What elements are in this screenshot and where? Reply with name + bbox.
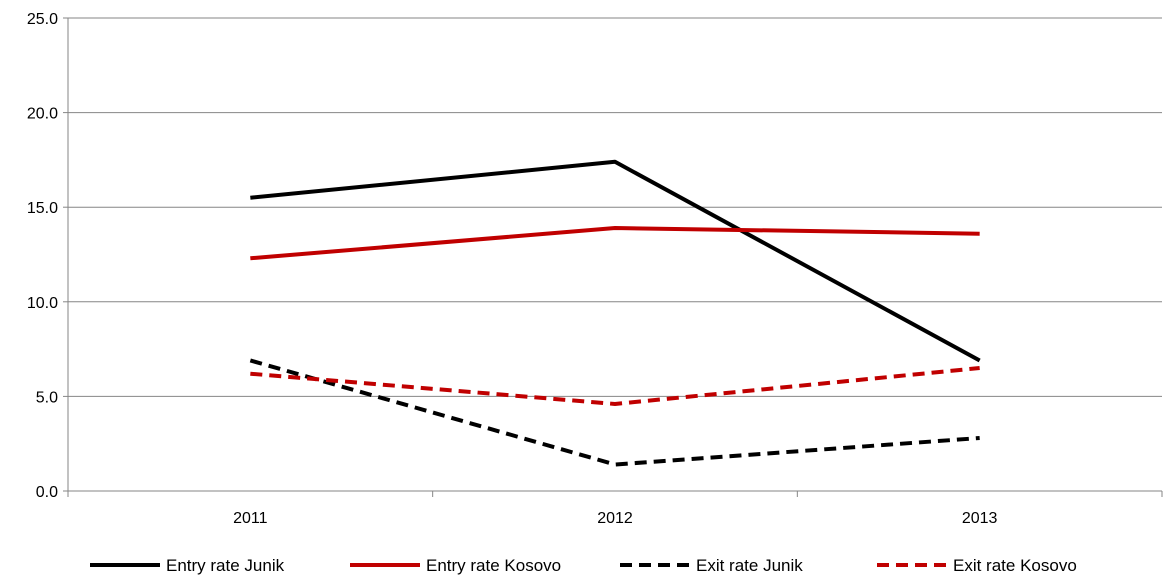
y-axis-ticks: 0.0 5.0 10.0 15.0 20.0 25.0 bbox=[27, 11, 68, 501]
legend-label: Exit rate Junik bbox=[696, 556, 803, 575]
gridlines bbox=[68, 17, 1162, 397]
y-tick-label: 25.0 bbox=[27, 11, 58, 28]
legend-label: Entry rate Junik bbox=[166, 556, 285, 575]
x-tick-label: 2013 bbox=[962, 510, 998, 527]
x-tick-label: 2012 bbox=[597, 510, 633, 527]
axes bbox=[67, 18, 1162, 492]
legend-label: Entry rate Kosovo bbox=[426, 556, 561, 575]
x-tick-label: 2011 bbox=[233, 510, 268, 527]
series-line-4 bbox=[250, 366, 980, 406]
x-axis-ticks: 2011 2012 2013 bbox=[67, 491, 1163, 527]
legend-label: Exit rate Kosovo bbox=[953, 556, 1077, 575]
series-line-2 bbox=[250, 226, 980, 261]
series-line-1 bbox=[250, 159, 981, 363]
y-tick-label: 20.0 bbox=[27, 106, 58, 123]
y-tick-label: 15.0 bbox=[27, 200, 58, 217]
y-tick-label: 10.0 bbox=[27, 295, 58, 312]
legend: Entry rate Junik Entry rate Kosovo Exit ra… bbox=[90, 556, 1077, 575]
series-line-3 bbox=[249, 358, 980, 467]
y-tick-label: 5.0 bbox=[36, 389, 58, 406]
y-tick-label: 0.0 bbox=[36, 484, 58, 501]
series-lines bbox=[249, 159, 981, 467]
